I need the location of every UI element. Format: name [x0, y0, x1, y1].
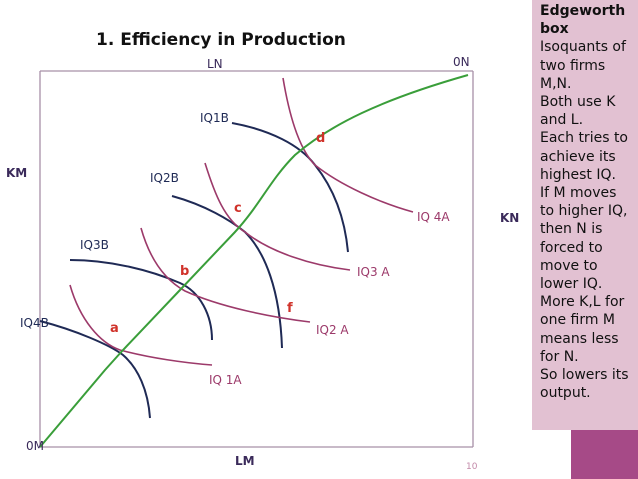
axis-label-top: LN [207, 57, 223, 71]
side-panel [532, 0, 638, 430]
iq-m-label-1: IQ 1A [209, 373, 242, 387]
side-panel-text: Edgeworth box Isoquants of two firms M,N… [540, 2, 636, 402]
side-panel-line: two firms [540, 57, 606, 74]
side-panel-line: lower IQ. [540, 276, 603, 293]
side-panel-line: then N is [540, 221, 603, 238]
side-panel-line: Both use K [540, 94, 616, 111]
side-panel-line: forced to [540, 239, 603, 256]
side-panel-line: Each tries to [540, 130, 628, 147]
iq-m-label-3: IQ3 A [357, 265, 390, 279]
axis-label-left: KM [6, 166, 27, 180]
side-panel-line: achieve its [540, 148, 616, 165]
decorative-strip [571, 430, 638, 479]
side-panel-line: If M moves [540, 185, 617, 202]
point-label-f: f [287, 301, 293, 316]
isoquant-n-4 [39, 320, 151, 419]
iq-m-label-4: IQ 4A [417, 210, 450, 224]
isoquant-n-3 [69, 259, 213, 341]
side-panel-line: one firm M [540, 312, 615, 329]
side-panel-line: for N. [540, 348, 579, 365]
isoquant-n-1 [231, 122, 349, 253]
isoquant-m-2 [140, 227, 311, 323]
side-panel-line: means less [540, 330, 619, 347]
side-panel-line: M,N. [540, 75, 572, 92]
iq-n-label-1: IQ1B [200, 111, 229, 125]
axis-label-bottom: LM [235, 454, 255, 468]
point-label-b: b [180, 264, 189, 279]
side-panel-line: output. [540, 385, 591, 402]
contract-curve [39, 74, 469, 448]
isoquant-m-3 [204, 162, 351, 271]
origin-n-label: 0N [453, 55, 470, 69]
point-label-d: d [316, 131, 325, 146]
side-panel-line: to higher IQ, [540, 203, 628, 220]
origin-m-label: 0M [26, 439, 44, 453]
iq-n-label-3: IQ3B [80, 238, 109, 252]
side-panel-line: highest IQ. [540, 166, 616, 183]
iq-m-label-2: IQ2 A [316, 323, 349, 337]
point-label-c: c [234, 201, 242, 216]
diagram-title: 1. Efficiency in Production [96, 30, 346, 50]
isoquant-m-4 [282, 77, 414, 213]
side-panel-line: More K,L for [540, 294, 625, 311]
iq-n-label-2: IQ2B [150, 171, 179, 185]
side-panel-line: and L. [540, 112, 584, 129]
side-panel-title: Edgeworth box [540, 3, 626, 38]
side-panel-line: So lowers its [540, 367, 629, 384]
axis-label-right: KN [500, 211, 519, 225]
point-label-a: a [110, 321, 119, 336]
page-number: 10 [466, 462, 478, 472]
side-panel-line: move to [540, 257, 598, 274]
iq-n-label-4: IQ4B [20, 316, 49, 330]
side-panel-line: Isoquants of [540, 39, 626, 56]
isoquant-m-1 [69, 284, 213, 366]
